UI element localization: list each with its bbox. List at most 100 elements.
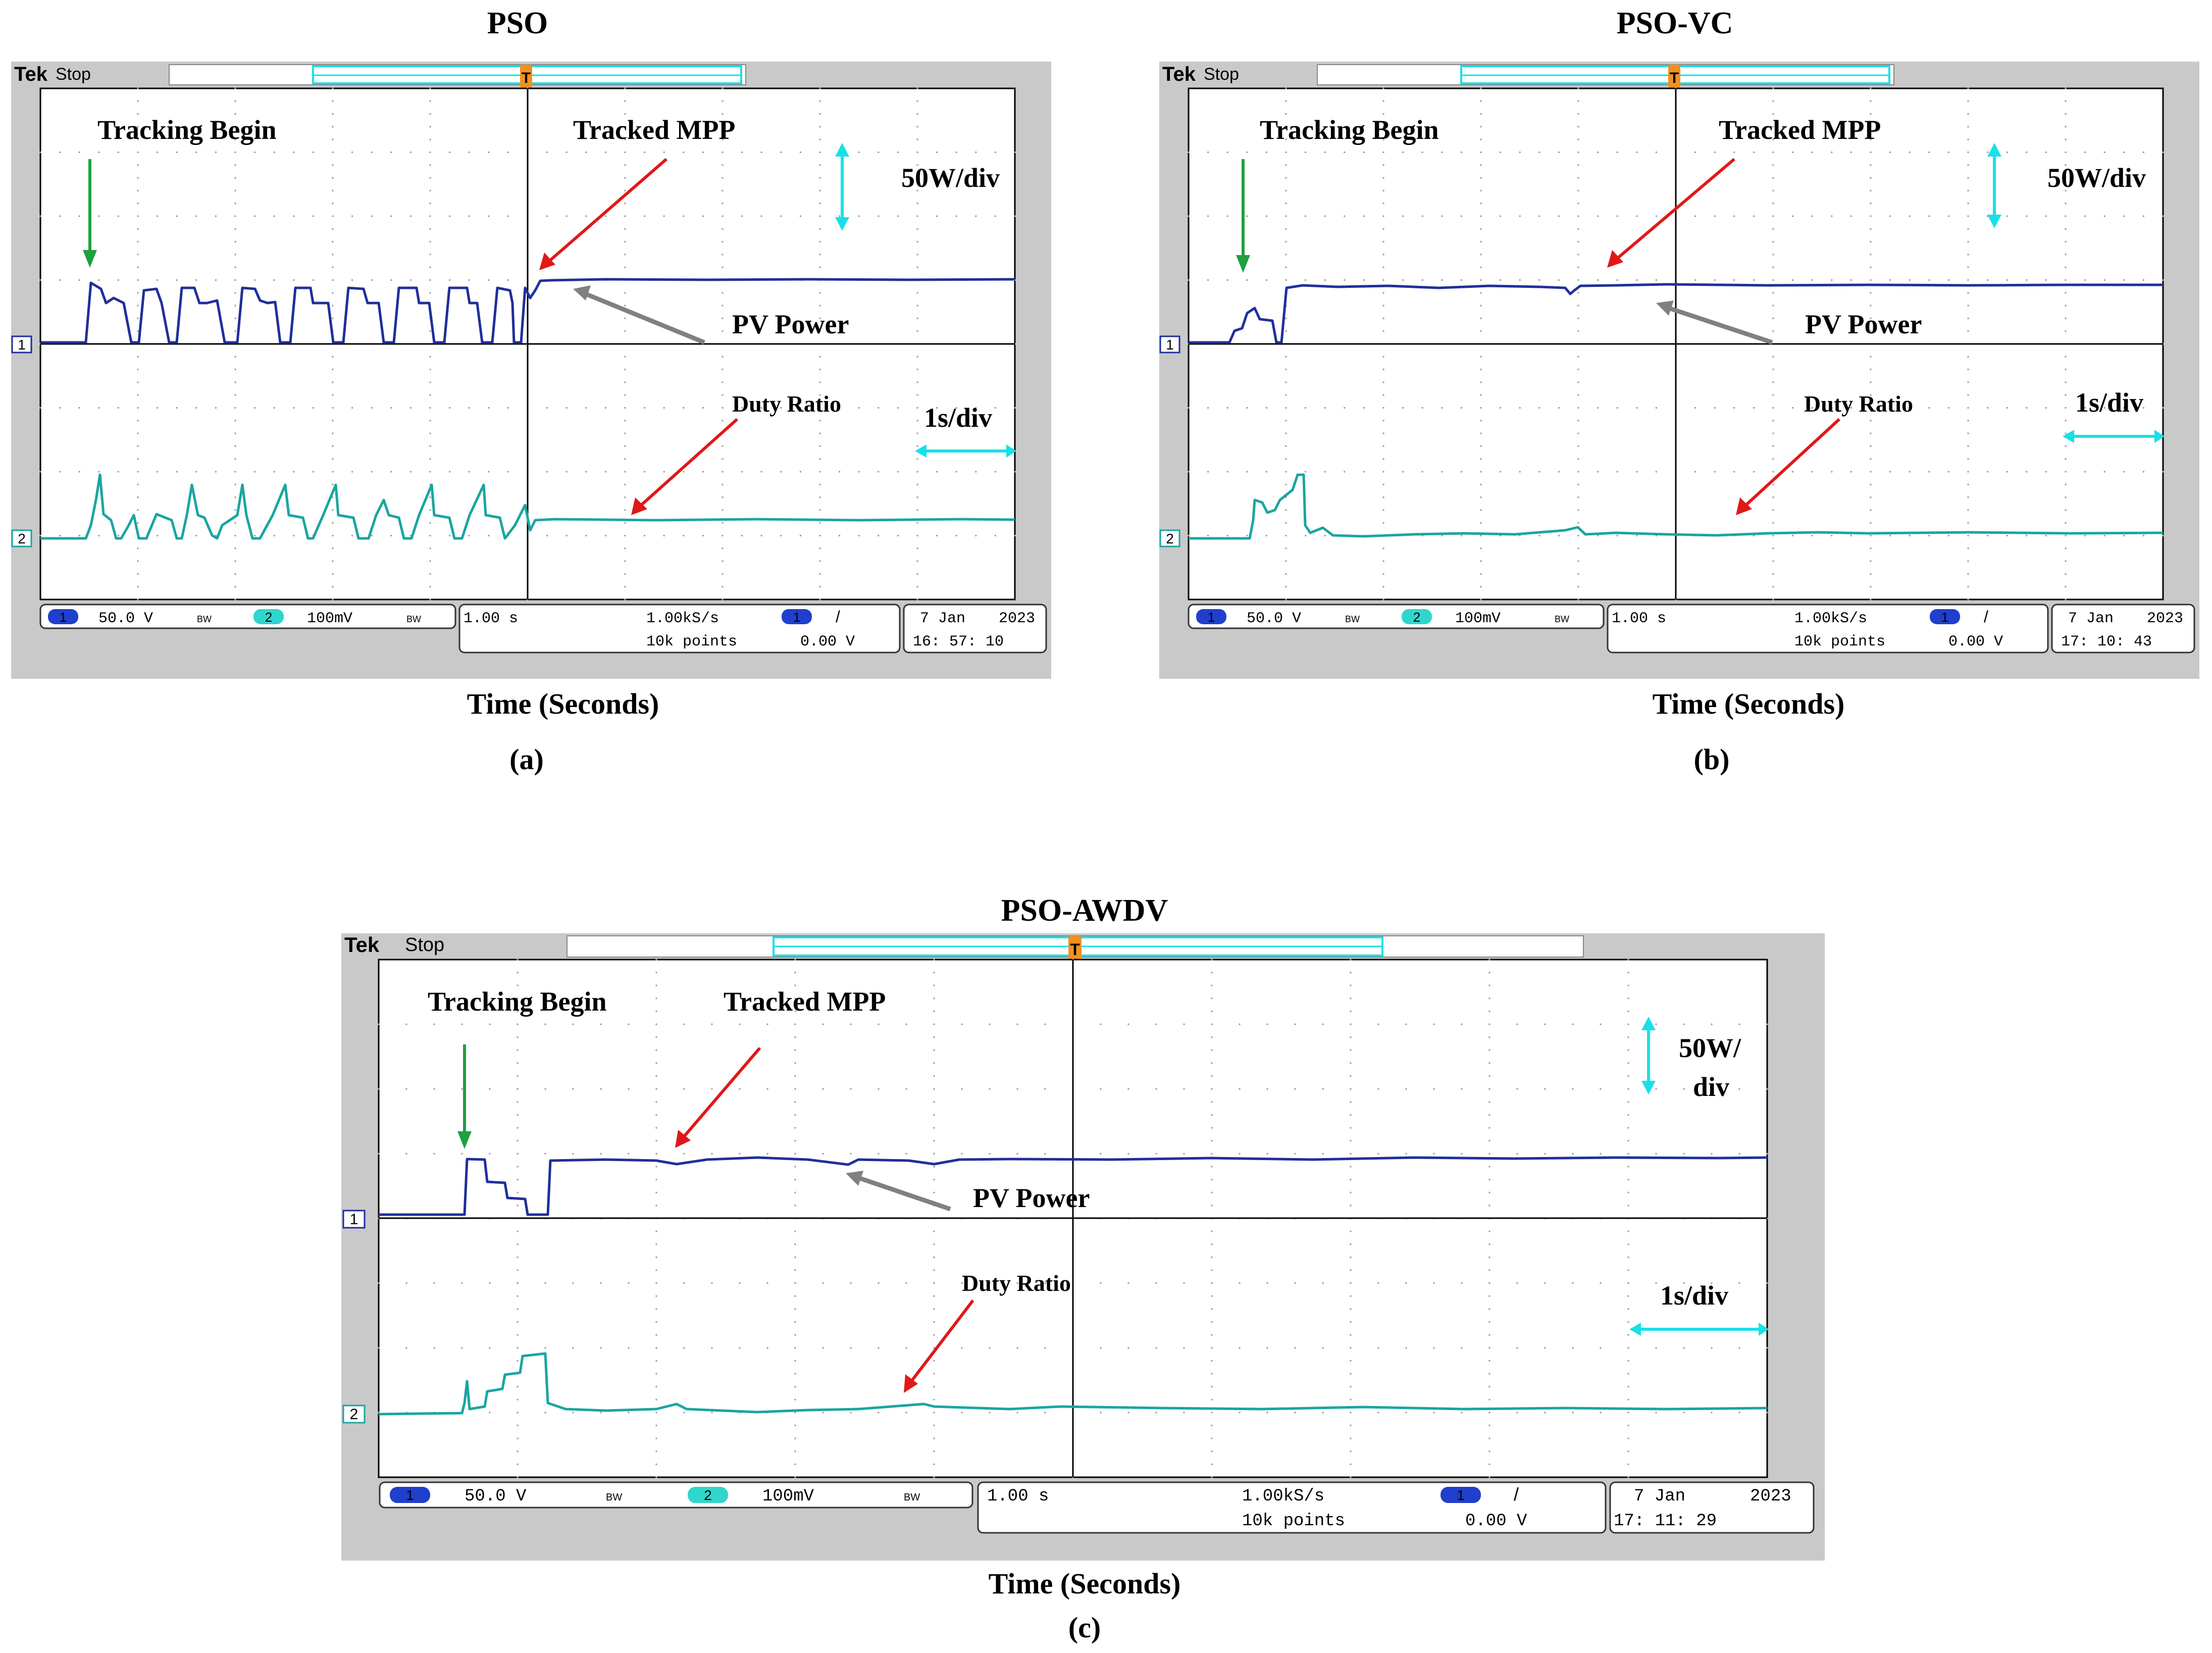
year-a: 2023 [999, 610, 1035, 627]
timebase-c: 1.00 s [987, 1487, 1049, 1506]
duty-ratio-trace-b [1189, 473, 2164, 540]
time-scale-arrow-c [1629, 1323, 1769, 1336]
panel-title-c: PSO-AWDV [1001, 893, 1168, 928]
trigger-position-icon-c: T [1068, 936, 1082, 961]
ch2-marker-c: 2 [342, 1405, 366, 1424]
duty-ratio-label-a: Duty Ratio [732, 391, 841, 417]
trigger-slope-icon-c: / [1514, 1484, 1519, 1505]
trigger-position-icon-b: T [1668, 65, 1680, 88]
scope-brand-a: Tek [14, 63, 48, 85]
duty-ratio-label-c: Duty Ratio [962, 1270, 1071, 1296]
sample-rate-b: 1.00kS/s [1794, 610, 1867, 627]
record-length-a: 10k points [646, 633, 737, 650]
scope-brand-b: Tek [1162, 63, 1196, 85]
ch2-bw-c: BW [904, 1492, 920, 1503]
panel-letter-c: (c) [1068, 1611, 1101, 1644]
sample-rate-c: 1.00kS/s [1242, 1487, 1324, 1506]
pv-power-arrow-b [1656, 300, 1773, 345]
svg-text:T: T [522, 70, 531, 86]
svg-text:T: T [1070, 940, 1080, 959]
ch2-badge-a: 2 [265, 610, 272, 625]
clock-b: 17: 10: 43 [2061, 633, 2152, 650]
pv-power-arrow-a [573, 285, 705, 345]
scope-state-b: Stop [1204, 65, 1239, 84]
scope-brand-c: Tek [344, 933, 380, 957]
trigger-channel-a: 1 [793, 610, 800, 625]
trigger-position-icon-a: T [520, 65, 532, 88]
svg-text:2: 2 [350, 1406, 358, 1423]
ch2-marker-b: 2 [1159, 529, 1180, 547]
svg-text:1: 1 [18, 337, 26, 353]
power-scale-label-c-line1: 50W/ [1679, 1033, 1741, 1063]
date-c: 7 Jan [1634, 1487, 1685, 1506]
tracking-begin-arrow-a [83, 159, 97, 268]
panel-c: PSO-AWDV Tek Stop T 1 2 Tracking Begin T… [341, 893, 1825, 1644]
ch2-badge-c: 2 [704, 1487, 712, 1503]
duty-ratio-trace-c [378, 1352, 1768, 1416]
ch1-marker-b: 1 [1159, 335, 1180, 354]
record-length-b: 10k points [1794, 633, 1885, 650]
trigger-level-b: 0.00 V [1948, 633, 2003, 650]
time-scale-arrow-a [915, 444, 1016, 458]
x-axis-title-c: Time (Seconds) [989, 1567, 1181, 1600]
pv-power-trace-c [379, 1156, 1768, 1216]
svg-text:1: 1 [350, 1211, 358, 1228]
ch1-bw-a: BW [197, 614, 212, 624]
ch2-bw-a: BW [406, 614, 421, 624]
pv-power-label-b: PV Power [1805, 309, 1922, 339]
date-box-c: 7 Jan 2023 17: 11: 29 [1609, 1481, 1815, 1534]
graticule-b [1188, 87, 2164, 600]
time-scale-label-c: 1s/div [1660, 1280, 1728, 1311]
svg-text:2: 2 [1166, 531, 1174, 546]
ch-settings-box-a: 1 50.0 V BW 2 100mV BW [39, 604, 456, 629]
ch-settings-box-b: 1 50.0 V BW 2 100mV BW [1188, 604, 1605, 629]
panel-a: PSO Tek Stop T 1 2 Tracking Begin Tracke… [11, 6, 1051, 776]
pv-power-trace-a [40, 278, 1015, 344]
tracked-mpp-label-c: Tracked MPP [724, 986, 886, 1017]
tracked-mpp-arrow-a [539, 158, 667, 270]
scope-state-c: Stop [405, 934, 444, 956]
timebase-box-a: 1.00 s 1.00kS/s 10k points 1 / 0.00 V [458, 604, 901, 654]
duty-ratio-arrow-c [904, 1299, 974, 1393]
ch2-badge-b: 2 [1413, 610, 1420, 625]
x-axis-title-b: Time (Seconds) [1653, 687, 1845, 720]
tracked-mpp-arrow-b [1607, 158, 1735, 268]
power-scale-arrow-c [1641, 1017, 1656, 1094]
graticule-dots-c [378, 959, 1768, 1478]
trigger-channel-b: 1 [1941, 610, 1948, 625]
time-scale-label-b: 1s/div [2075, 387, 2143, 418]
panel-title-a: PSO [487, 6, 548, 40]
power-scale-label-a: 50W/div [901, 163, 1000, 193]
power-scale-label-c-line2: div [1693, 1072, 1729, 1102]
date-box-a: 7 Jan 2023 16: 57: 10 [903, 604, 1047, 654]
trigger-channel-c: 1 [1457, 1487, 1465, 1503]
ch2-scale-c: 100mV [762, 1487, 814, 1506]
svg-text:1: 1 [1166, 337, 1174, 353]
trigger-level-c: 0.00 V [1465, 1512, 1527, 1531]
time-scale-arrow-b [2063, 430, 2165, 443]
ch1-scale-c: 50.0 V [465, 1487, 527, 1506]
ch1-scale-a: 50.0 V [98, 610, 153, 627]
trigger-slope-icon-b: / [1984, 608, 1988, 626]
ch1-bw-c: BW [606, 1492, 622, 1503]
tracking-begin-label-a: Tracking Begin [97, 115, 277, 145]
scope-state-a: Stop [56, 65, 91, 84]
panel-title-b: PSO-VC [1617, 6, 1733, 40]
svg-text:2: 2 [18, 531, 26, 546]
pv-power-arrow-c [846, 1171, 951, 1212]
graticule-c [378, 959, 1768, 1478]
timebase-b: 1.00 s [1612, 610, 1666, 627]
power-scale-arrow-b [1987, 143, 2001, 228]
ch1-badge-a: 1 [60, 610, 67, 625]
year-c: 2023 [1750, 1487, 1791, 1506]
timebase-box-b: 1.00 s 1.00kS/s 10k points 1 / 0.00 V [1607, 604, 2049, 654]
tracking-begin-arrow-b [1236, 159, 1250, 273]
tracked-mpp-label-a: Tracked MPP [573, 115, 735, 145]
ch1-badge-c: 1 [406, 1487, 414, 1503]
ch-settings-box-c: 1 50.0 V BW 2 100mV BW [379, 1481, 973, 1509]
date-b: 7 Jan [2068, 610, 2114, 627]
ch1-marker-a: 1 [11, 335, 32, 354]
power-scale-arrow-a [835, 143, 849, 231]
ch2-marker-a: 2 [11, 529, 32, 547]
panel-letter-a: (a) [509, 743, 544, 776]
